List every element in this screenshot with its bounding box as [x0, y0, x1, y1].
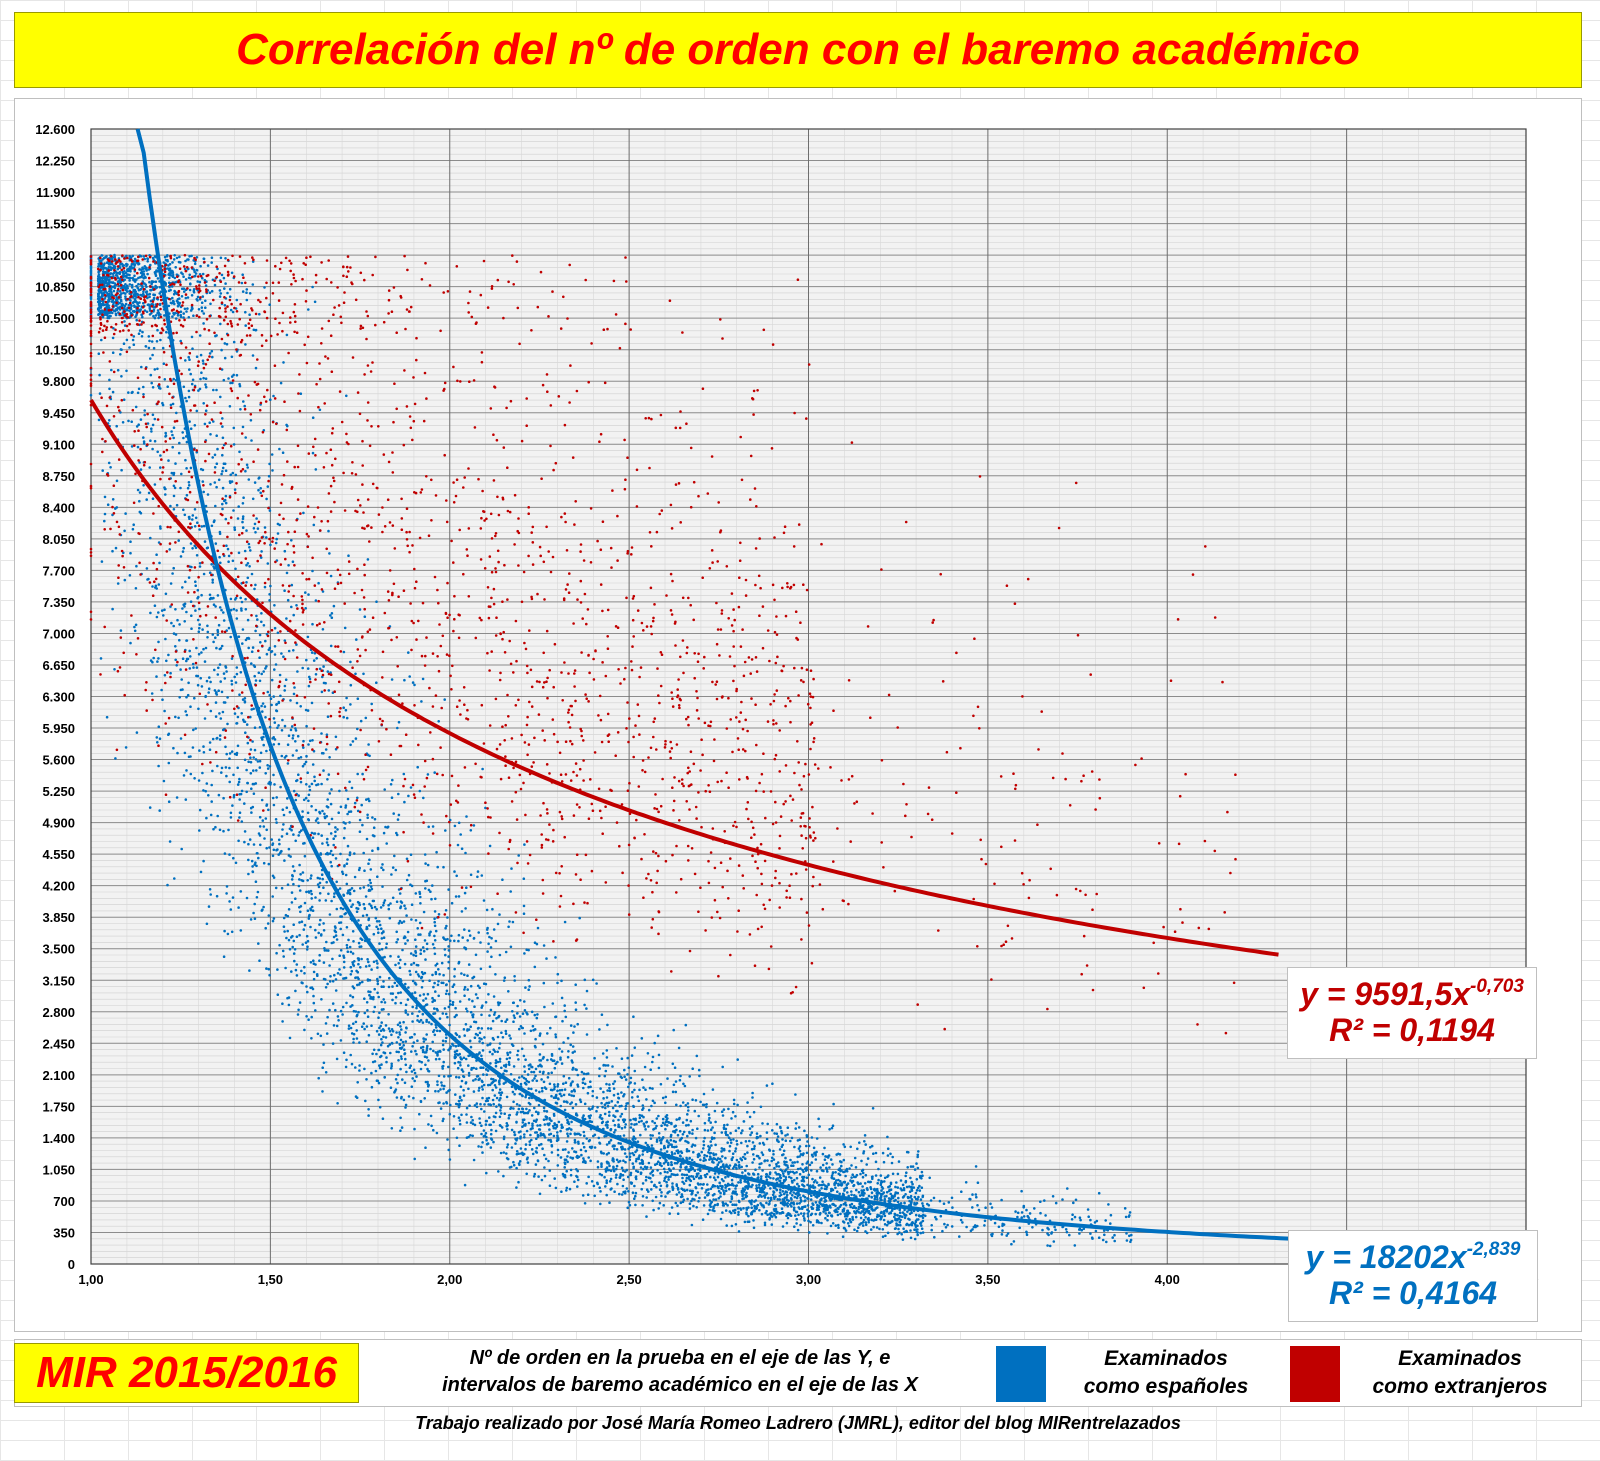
trendline-espanoles	[135, 128, 1347, 1244]
y-tick-label: 11.200	[36, 248, 75, 263]
trendline-label-espanoles: y = 18202x-2,839 R² = 0,4164	[1288, 1230, 1538, 1322]
y-tick-label: 1.050	[42, 1162, 75, 1177]
x-tick-label: 1,00	[78, 1272, 103, 1287]
legend-es-line2: como españoles	[1083, 1375, 1249, 1398]
chart-area: 0 350 700 1.050 1.400 1.750 2.100 2.450 2.800 3.1…	[14, 98, 1582, 1332]
x-tick-label: 2,50	[616, 1272, 641, 1287]
axes-note-line1: Nº de orden en la prueba en el eje de la…	[469, 1347, 891, 1369]
x-tick-label: 1,50	[258, 1272, 283, 1287]
x-tick-label: 2,00	[437, 1272, 462, 1287]
y-tick-label: 7.000	[42, 626, 75, 641]
y-tick-label: 7.700	[42, 563, 75, 578]
y-tick-label: 8.400	[42, 500, 75, 515]
y-tick-label: 2.100	[42, 1068, 75, 1083]
trend-r2-red: R² = 0,1194	[1329, 1012, 1495, 1048]
scatter-chart: 0 350 700 1.050 1.400 1.750 2.100 2.450 2.800 3.1…	[35, 122, 1538, 1287]
y-tick-label: 4.900	[42, 816, 75, 831]
y-tick-label: 3.500	[42, 942, 75, 957]
major-gridlines	[90, 128, 1527, 1265]
axes-note-line2: intervalos de baremo académico en el eje…	[442, 1374, 918, 1396]
y-tick-label: 8.750	[42, 469, 75, 484]
credit-line: Trabajo realizado por José María Romeo L…	[415, 1413, 1181, 1433]
legend-es-line1: Examinados	[1104, 1347, 1228, 1370]
y-tick-label: 12.600	[35, 122, 75, 137]
trend-eq-blue: y = 18202x	[1305, 1239, 1467, 1275]
y-tick-label: 5.600	[42, 753, 75, 768]
chart-title: Correlación del nº de orden con el barem…	[14, 12, 1582, 88]
trend-r2-blue: R² = 0,4164	[1328, 1275, 1498, 1311]
legend-ex-line2: como extranjeros	[1372, 1375, 1548, 1398]
y-tick-label: 9.450	[42, 406, 75, 421]
y-tick-label: 5.950	[42, 721, 75, 736]
y-tick-label: 10.850	[35, 280, 75, 295]
x-tick-label: 3,00	[796, 1272, 821, 1287]
legend-swatch-extranjeros	[1290, 1346, 1340, 1402]
legend-swatch-espanoles	[996, 1346, 1046, 1402]
y-tick-label: 3.850	[42, 910, 75, 925]
y-tick-label: 9.800	[42, 374, 75, 389]
y-tick-label: 6.650	[42, 658, 75, 673]
legend-label-extranjeros: Examinados como extranjeros	[1350, 1345, 1570, 1401]
trend-eq-red: y = 9591,5x	[1300, 976, 1471, 1012]
y-tick-label: 3.150	[42, 973, 75, 988]
y-tick-label: 10.500	[35, 311, 75, 326]
legend-label-espanoles: Examinados como españoles	[1056, 1345, 1276, 1401]
y-tick-label: 350	[53, 1225, 75, 1240]
plot-border	[90, 128, 1527, 1265]
y-tick-label: 12.250	[35, 154, 75, 169]
y-tick-label: 7.350	[42, 595, 75, 610]
x-tick-label: 3,50	[975, 1272, 1000, 1287]
x-tick-label: 4,00	[1155, 1272, 1180, 1287]
y-tick-label: 4.200	[42, 879, 75, 894]
y-tick-label: 2.800	[42, 1005, 75, 1020]
trendline-extranjeros	[89, 398, 1279, 957]
y-tick-label: 1.750	[42, 1099, 75, 1114]
y-tick-label: 700	[53, 1194, 75, 1209]
trendlines	[89, 128, 1347, 1244]
y-tick-label: 10.150	[35, 343, 75, 358]
y-tick-label: 4.550	[42, 847, 75, 862]
y-tick-label: 11.550	[36, 217, 75, 232]
y-tick-label: 11.900	[36, 185, 75, 200]
trendline-label-extranjeros: y = 9591,5x-0,703 R² = 0,1194	[1287, 967, 1537, 1059]
trend-exp-red: -0,703	[1470, 976, 1524, 997]
y-tick-label: 9.100	[42, 437, 75, 452]
y-tick-label: 6.300	[42, 690, 75, 705]
y-tick-label: 2.450	[42, 1036, 75, 1051]
axes-note: Nº de orden en la prueba en el eje de la…	[400, 1345, 960, 1401]
y-tick-label: 0	[68, 1257, 75, 1272]
trend-exp-blue: -2,839	[1466, 1239, 1521, 1260]
season-badge: MIR 2015/2016	[14, 1343, 359, 1403]
y-tick-label: 1.400	[42, 1131, 75, 1146]
legend-ex-line1: Examinados	[1398, 1347, 1522, 1370]
y-tick-label: 8.050	[42, 532, 75, 547]
y-tick-label: 5.250	[42, 784, 75, 799]
